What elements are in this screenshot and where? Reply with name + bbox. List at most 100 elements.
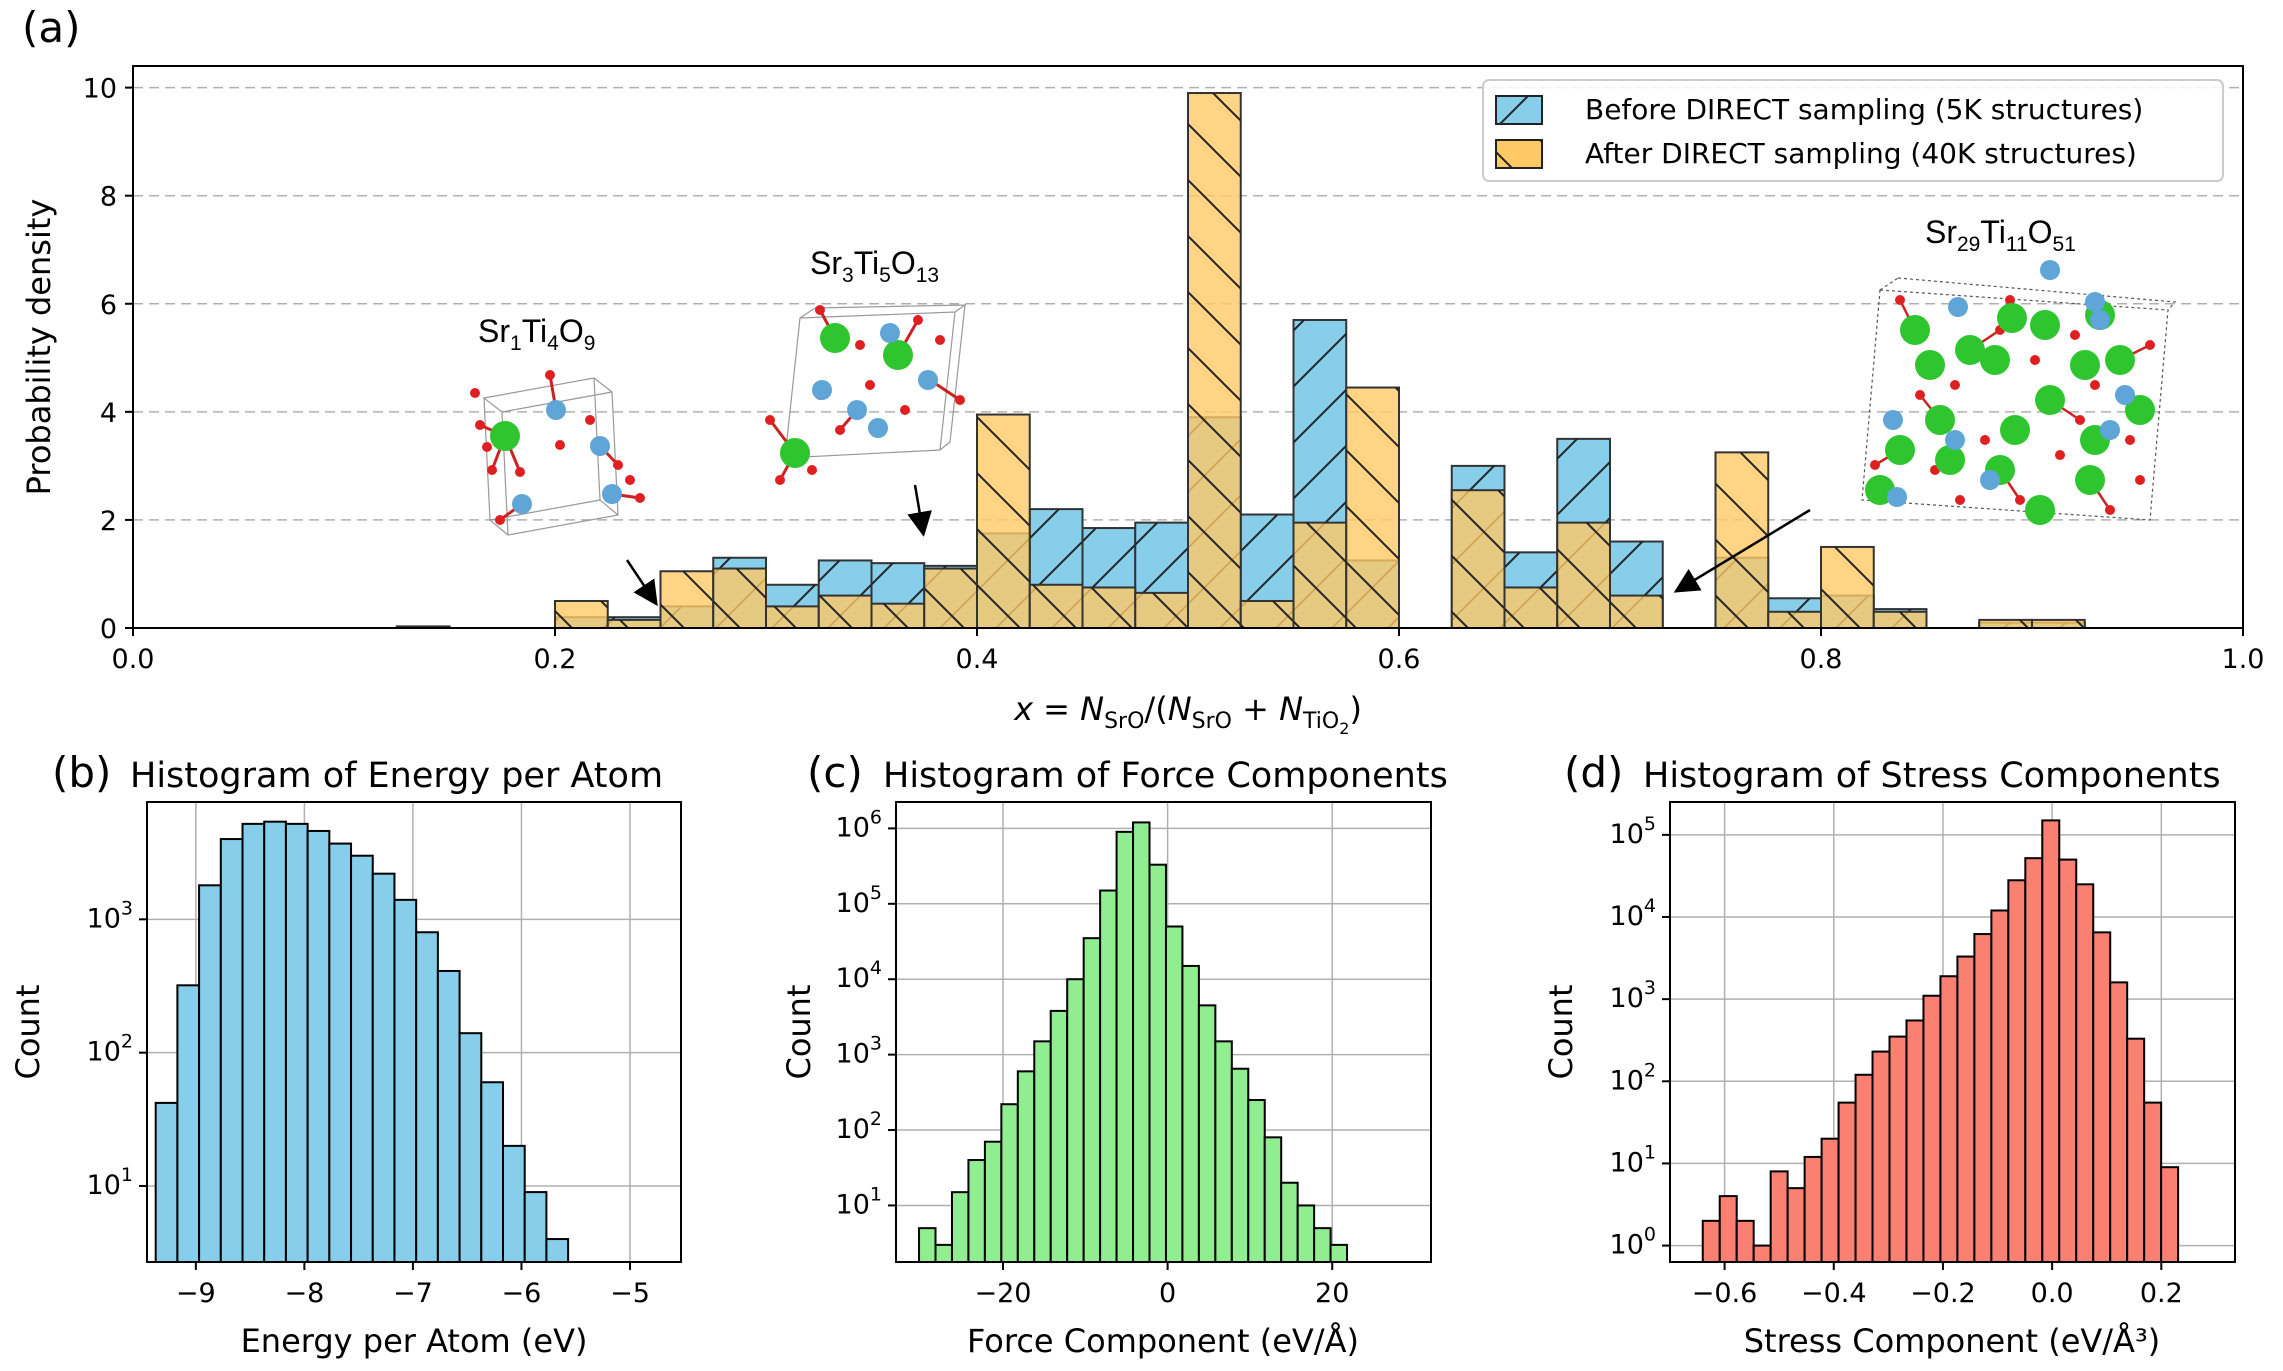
panel-a-bar-after xyxy=(1081,586,1137,629)
panel-a-ytick-label: 8 xyxy=(100,182,117,213)
d-bar xyxy=(1820,1137,1840,1263)
b-bar xyxy=(393,898,418,1263)
d-bar xyxy=(1939,975,1959,1263)
b-bar xyxy=(371,872,396,1264)
crystal-structure-sr3ti5o13 xyxy=(765,304,967,485)
panel-a-bar-after xyxy=(1239,599,1295,630)
c-bar xyxy=(1148,863,1167,1263)
b-bar xyxy=(502,1144,526,1263)
panel-a-ytick-label: 4 xyxy=(100,398,117,429)
b-ytick-label: 102 xyxy=(87,1031,133,1068)
c-bar xyxy=(1247,1099,1266,1263)
panel-a-xtick-label: 0.0 xyxy=(112,644,155,675)
b-xtick-label: −7 xyxy=(393,1278,433,1309)
panel-c: (c) Histogram of Force Components −20 0 20… xyxy=(780,748,1448,1360)
panel-a-bar-after xyxy=(606,618,662,629)
panel-a-bar-hatch xyxy=(1821,546,1874,628)
crystal-structure-sr1ti4o9 xyxy=(470,370,645,536)
c-bar xyxy=(1197,1004,1217,1264)
c-xtick-label: 0 xyxy=(1159,1278,1176,1309)
d-bar xyxy=(1905,1019,1925,1263)
d-bar xyxy=(1888,1035,1908,1263)
panel-a-bar-after xyxy=(1134,591,1189,629)
b-xtick-label: −5 xyxy=(610,1278,650,1309)
b-bar xyxy=(523,1191,548,1263)
c-bar xyxy=(1132,821,1151,1264)
panel-a-legend: Before DIRECT sampling (5K structures) A… xyxy=(1482,79,2224,182)
c-bar xyxy=(1181,964,1200,1263)
d-xtick-label: −0.6 xyxy=(1692,1278,1758,1309)
c-bar xyxy=(950,1191,970,1263)
d-bar xyxy=(1973,933,1993,1263)
c-bar xyxy=(1033,1040,1052,1264)
d-bar xyxy=(1752,1244,1772,1263)
d-bar xyxy=(2058,858,2078,1263)
panel-c-label: (c) xyxy=(807,748,863,797)
crystal-structure-sr29ti11o51 xyxy=(1861,260,2177,525)
panel-a-bar-after xyxy=(1820,545,1875,630)
panel-a-bar-hatch xyxy=(1768,611,1821,628)
panel-a-bar-after xyxy=(712,567,767,629)
b-bar xyxy=(284,822,309,1263)
legend-before-label: Before DIRECT sampling (5K structures) xyxy=(1585,93,2143,126)
annotation-sr1ti4o9: Sr1Ti4O9 xyxy=(478,313,595,355)
b-ytick-label: 103 xyxy=(87,897,133,934)
d-ytick-label: 100 xyxy=(1610,1224,1656,1261)
panel-a-ylabel: Probability density xyxy=(20,199,58,496)
d-ytick-label: 101 xyxy=(1610,1141,1656,1178)
panel-b-ylabel: Count xyxy=(9,984,47,1079)
panel-d-ylabel: Count xyxy=(1542,984,1580,1079)
b-bar xyxy=(154,1101,179,1264)
panel-d: (d) Histogram of Stress Components −0.6−… xyxy=(1542,748,2236,1360)
panel-a-bar-hatch xyxy=(607,619,661,628)
d-bar xyxy=(2109,981,2129,1263)
panel-d-label: (d) xyxy=(1564,748,1623,797)
panel-a-xtick-label: 0.2 xyxy=(534,644,577,675)
panel-a-xtick-label: 0.8 xyxy=(1800,644,1843,675)
panel-a-bar-hatch xyxy=(1557,522,1610,628)
panel-a-bar-after xyxy=(1450,489,1506,630)
panel-a-bar-after xyxy=(923,567,978,629)
c-ytick-label: 106 xyxy=(836,806,882,843)
d-bar xyxy=(2126,1037,2146,1263)
d-bar xyxy=(1854,1073,1874,1263)
c-xtick-label: −20 xyxy=(975,1278,1032,1309)
panel-a-bar-after xyxy=(1556,521,1611,629)
panel-a-bar-hatch xyxy=(1610,595,1663,628)
d-bar xyxy=(2075,883,2095,1263)
panel-a-bar-hatch xyxy=(766,606,819,628)
panel-c-ticks: −20 0 20 101 102 103 104 105 106 xyxy=(836,806,1350,1309)
panel-c-title: Histogram of Force Components xyxy=(883,756,1448,796)
panel-c-ylabel: Count xyxy=(780,984,818,1079)
panel-a-bar-hatch xyxy=(1082,587,1136,628)
c-bar xyxy=(1263,1136,1283,1263)
c-bar xyxy=(1016,1070,1036,1264)
d-bar xyxy=(2041,819,2061,1263)
panel-a-bar-hatch xyxy=(924,568,977,628)
d-bar xyxy=(1871,1050,1891,1264)
d-xtick-label: 0.0 xyxy=(2031,1278,2074,1309)
c-ytick-label: 101 xyxy=(836,1183,882,1220)
panel-a-xtick-label: 0.6 xyxy=(1378,644,1421,675)
d-bar xyxy=(1786,1187,1806,1263)
b-bar xyxy=(219,838,244,1263)
d-bar xyxy=(1701,1219,1721,1264)
panel-a-bar-hatch xyxy=(1346,387,1399,628)
panel-a-ytick-label: 10 xyxy=(83,74,117,105)
panel-a-bar-after xyxy=(1345,386,1400,629)
d-xtick-label: −0.2 xyxy=(1910,1278,1976,1309)
c-bar xyxy=(1164,925,1184,1263)
panel-a-bar-after xyxy=(1028,583,1084,629)
panel-c-frame xyxy=(895,801,1432,1263)
d-bar xyxy=(1990,909,2010,1264)
panel-a-bar-hatch xyxy=(660,571,714,628)
b-bar xyxy=(306,829,331,1263)
c-bar xyxy=(1214,1040,1233,1264)
b-xtick-label: −6 xyxy=(502,1278,542,1309)
c-bar xyxy=(1230,1067,1250,1263)
c-bar xyxy=(1329,1243,1349,1263)
panel-b-xlabel: Energy per Atom (eV) xyxy=(241,1322,588,1360)
b-bar xyxy=(480,1081,505,1263)
panel-a-bar-after xyxy=(1503,586,1559,629)
panel-a-bar-after xyxy=(817,594,873,629)
